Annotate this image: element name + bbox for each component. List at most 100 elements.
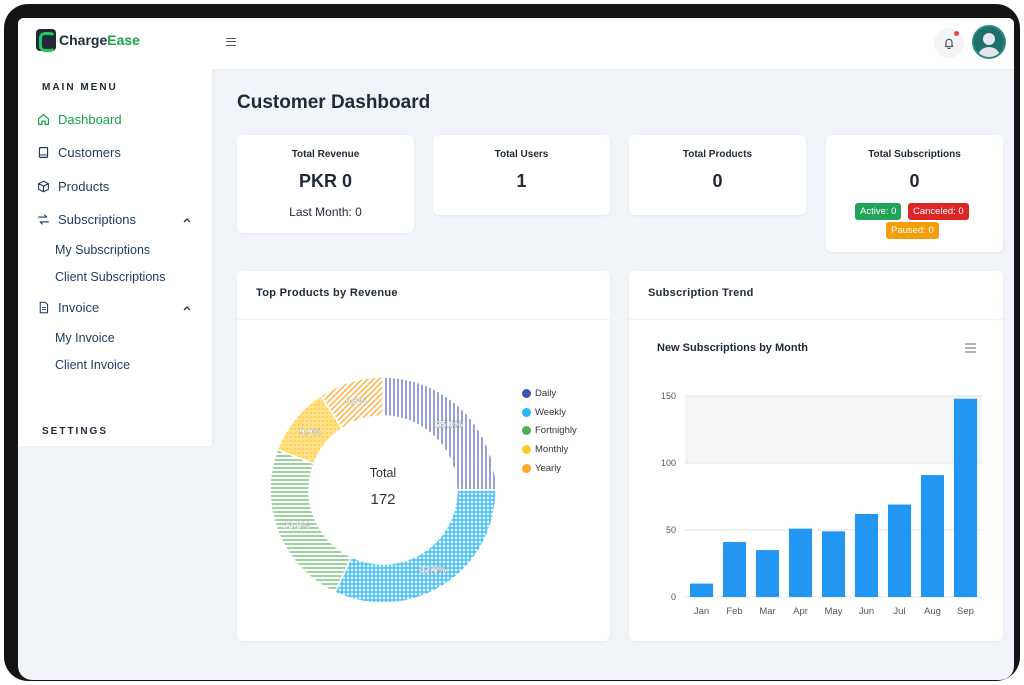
x-tick-label: Apr	[793, 606, 808, 617]
bar-may[interactable]	[821, 531, 846, 597]
legend-item-fortnighly[interactable]: Fortnighly	[522, 425, 577, 436]
x-tick-label: Jan	[694, 606, 709, 617]
x-tick-label: May	[825, 606, 843, 617]
hamburger-icon[interactable]	[226, 38, 236, 46]
bar-mar[interactable]	[755, 550, 780, 597]
page-title: Customer Dashboard	[237, 92, 431, 113]
bell-icon	[944, 38, 954, 49]
donut-slice-yearly[interactable]	[319, 376, 384, 430]
panel-title: Top Products by Revenue	[256, 287, 398, 299]
sidebar-item-dashboard[interactable]: Dashboard	[36, 112, 122, 127]
notification-button[interactable]	[934, 28, 964, 58]
sidebar-item-products[interactable]: Products	[36, 179, 109, 194]
settings-title: SETTINGS	[42, 426, 109, 437]
home-icon	[36, 113, 50, 127]
sidebar-item-label: Subscriptions	[58, 212, 137, 227]
user-avatar[interactable]	[972, 25, 1006, 59]
stat-title: Total Subscriptions	[868, 149, 961, 160]
sidebar-item-label: Customers	[58, 145, 121, 160]
donut-slice-label: 32.0%	[420, 564, 447, 575]
refresh-icon	[36, 213, 50, 227]
document-icon	[36, 301, 50, 315]
donut-slice-label: 9.3%	[345, 396, 367, 407]
stat-title: Total Revenue	[291, 149, 360, 160]
app-logo[interactable]: ChargeEase	[36, 29, 140, 52]
donut-slice-label: 9.9%	[299, 427, 321, 438]
total-subscriptions-card: Total Subscriptions 0 Active: 0 Canceled…	[826, 135, 1003, 252]
sidebar-item-invoice[interactable]: Invoice	[36, 300, 99, 315]
donut-slice-daily[interactable]	[382, 376, 497, 491]
legend-marker	[522, 407, 531, 417]
plot-band	[685, 396, 982, 463]
legend-label: Weekly	[535, 406, 566, 418]
donut-slice-label: 23.8%	[283, 520, 310, 531]
y-tick-label: 100	[661, 458, 676, 468]
x-tick-label: Mar	[759, 606, 775, 617]
sidebar-item-label: Invoice	[58, 300, 100, 315]
panel-divider	[629, 319, 1003, 320]
y-tick-label: 150	[661, 391, 676, 401]
top-products-panel: Top Products by Revenue 25.0% 32.0% 23.8% 9…	[237, 271, 610, 641]
donut-center-value: 172	[370, 491, 395, 508]
y-tick-label: 50	[666, 525, 676, 535]
stat-value: 1	[516, 171, 527, 191]
paused-badge: Paused: 0	[886, 222, 939, 239]
x-tick-label: Jun	[859, 606, 874, 617]
donut-chart: 25.0% 32.0% 23.8% 9.9% 9.3% Total 172	[269, 376, 497, 604]
active-badge: Active: 0	[855, 203, 902, 220]
legend-label: Daily	[535, 388, 557, 399]
subscription-trend-panel: Subscription Trend New Subscriptions by …	[629, 271, 1003, 641]
legend-marker	[522, 445, 531, 455]
bar-chart: New Subscriptions by Month 0 50 100 150 Jan F…	[657, 342, 982, 617]
bar-jul[interactable]	[887, 504, 912, 597]
donut-slice-weekly[interactable]	[333, 489, 497, 604]
bar-apr[interactable]	[788, 528, 813, 597]
chart-title: New Subscriptions by Month	[657, 342, 808, 354]
chevron-up-icon[interactable]	[182, 215, 192, 225]
bar-jan[interactable]	[689, 583, 714, 597]
sidebar-subitem-my-invoice[interactable]: My Invoice	[55, 331, 115, 345]
app-screen: ChargeEase MAIN MENU Dashboard Customers…	[18, 18, 1014, 680]
sidebar-item-customers[interactable]: Customers	[36, 145, 121, 160]
sidebar-subitem-my-subscriptions[interactable]: My Subscriptions	[55, 243, 151, 257]
legend-label: Fortnighly	[535, 425, 577, 437]
x-tick-label: Sep	[957, 606, 974, 617]
chart-menu-icon[interactable]	[965, 343, 976, 353]
stat-value: 0	[909, 171, 920, 191]
device-frame: ChargeEase MAIN MENU Dashboard Customers…	[4, 4, 1020, 681]
sidebar-item-subscriptions[interactable]: Subscriptions	[36, 212, 136, 227]
bar-sep[interactable]	[953, 398, 978, 597]
notification-dot	[954, 31, 959, 36]
legend-item-weekly[interactable]: Weekly	[522, 407, 566, 418]
main-menu-title: MAIN MENU	[42, 82, 118, 93]
legend-label: Monthly	[535, 444, 569, 456]
top-bar	[212, 18, 1014, 70]
book-icon	[36, 146, 50, 160]
box-icon	[36, 180, 50, 194]
legend-item-yearly[interactable]: Yearly	[522, 463, 561, 474]
legend-marker	[522, 389, 531, 398]
stat-title: Total Products	[682, 149, 753, 160]
panel-title: Subscription Trend	[648, 287, 754, 299]
stat-value: 0	[712, 171, 723, 191]
donut-slice-label: 25.0%	[436, 419, 463, 430]
bar-jun[interactable]	[854, 513, 879, 597]
sidebar: ChargeEase MAIN MENU Dashboard Customers…	[18, 18, 212, 446]
chevron-up-icon[interactable]	[182, 303, 192, 313]
bar-aug[interactable]	[920, 475, 945, 597]
legend-item-daily[interactable]: Daily	[522, 388, 556, 399]
x-tick-label: Feb	[726, 606, 742, 617]
logo-text: ChargeEase	[59, 32, 140, 48]
stat-title: Total Users	[494, 149, 549, 160]
legend-item-monthly[interactable]: Monthly	[522, 444, 568, 455]
sidebar-item-label: Dashboard	[58, 112, 122, 127]
user-icon	[978, 33, 1000, 57]
sidebar-subitem-client-subscriptions[interactable]: Client Subscriptions	[55, 270, 166, 284]
legend-marker	[522, 463, 531, 473]
legend-marker	[522, 426, 531, 436]
sidebar-subitem-client-invoice[interactable]: Client Invoice	[55, 358, 131, 372]
x-tick-label: Aug	[924, 606, 941, 617]
logo-icon	[36, 29, 56, 52]
stat-value: PKR 0	[298, 171, 352, 191]
bar-feb[interactable]	[722, 542, 747, 597]
